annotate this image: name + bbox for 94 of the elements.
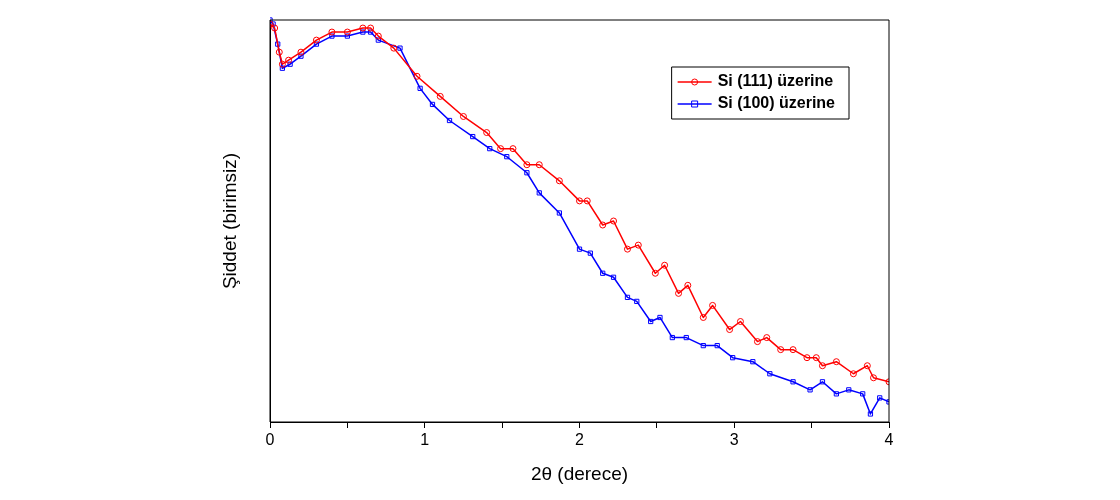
point — [657, 314, 663, 321]
point — [730, 355, 736, 361]
point — [523, 161, 531, 169]
point — [343, 28, 351, 36]
point — [587, 250, 593, 256]
point — [483, 129, 491, 137]
point — [367, 24, 375, 32]
point — [624, 294, 631, 300]
point — [504, 154, 510, 160]
point — [610, 274, 617, 280]
point — [600, 270, 606, 276]
point — [470, 133, 476, 140]
point — [509, 145, 517, 153]
point — [555, 177, 563, 185]
point — [634, 241, 642, 249]
point — [497, 145, 505, 153]
point — [374, 32, 382, 40]
point — [709, 301, 717, 309]
point — [669, 334, 675, 341]
point — [436, 92, 444, 100]
point — [610, 217, 618, 225]
point — [623, 245, 631, 253]
point — [661, 261, 669, 269]
point — [576, 246, 583, 252]
point — [648, 318, 654, 325]
x-tick-label: 0 — [265, 431, 275, 449]
point — [767, 371, 773, 377]
point — [535, 161, 543, 169]
point — [634, 298, 640, 305]
point — [278, 60, 286, 68]
point — [287, 61, 293, 67]
point — [763, 334, 771, 342]
point — [849, 370, 857, 378]
point — [459, 112, 467, 120]
point — [297, 48, 305, 56]
point — [328, 28, 336, 36]
x-axis-title: 2θ (derece) — [530, 462, 629, 484]
point — [700, 343, 706, 349]
point — [790, 379, 796, 385]
point — [684, 281, 692, 289]
point — [312, 36, 320, 44]
point — [699, 313, 707, 321]
point — [675, 289, 683, 297]
point — [867, 411, 874, 417]
point — [599, 221, 607, 229]
point — [870, 374, 878, 382]
point — [863, 362, 871, 370]
point — [583, 197, 591, 205]
point — [417, 85, 423, 91]
point — [359, 24, 367, 32]
point — [807, 387, 813, 393]
point — [651, 269, 659, 277]
point — [413, 72, 421, 80]
point — [271, 24, 279, 32]
point — [736, 318, 744, 325]
point — [819, 379, 826, 385]
point — [753, 338, 761, 346]
point — [833, 391, 840, 397]
y-axis-title: Şiddet (birimsiz) — [218, 152, 240, 290]
point — [803, 354, 811, 362]
point — [714, 343, 720, 349]
x-tick-label: 2 — [575, 431, 585, 449]
point — [789, 346, 797, 354]
x-tick-label: 1 — [420, 431, 430, 449]
point — [487, 146, 493, 152]
x-tick-label: 3 — [729, 431, 739, 449]
point — [860, 391, 866, 397]
point — [329, 33, 335, 39]
point — [275, 41, 281, 47]
point — [279, 65, 285, 71]
x-tick-label: 4 — [884, 431, 894, 449]
point — [683, 334, 689, 341]
point — [360, 29, 366, 35]
point — [446, 117, 453, 124]
legend-label: Si (111) üzerine — [717, 72, 834, 90]
point — [429, 101, 436, 108]
point — [556, 210, 562, 216]
point — [390, 44, 398, 52]
point — [818, 362, 826, 370]
point — [846, 387, 852, 393]
point — [298, 53, 304, 59]
point — [726, 326, 734, 334]
point — [832, 358, 840, 366]
point — [285, 56, 293, 64]
legend-label: Si (100) üzerine — [717, 94, 836, 112]
point — [536, 190, 542, 196]
point — [777, 346, 785, 354]
point — [576, 197, 583, 205]
point — [275, 48, 283, 56]
point — [397, 45, 403, 51]
point — [812, 354, 820, 362]
point — [877, 395, 883, 401]
point — [524, 170, 530, 176]
point — [750, 359, 756, 365]
